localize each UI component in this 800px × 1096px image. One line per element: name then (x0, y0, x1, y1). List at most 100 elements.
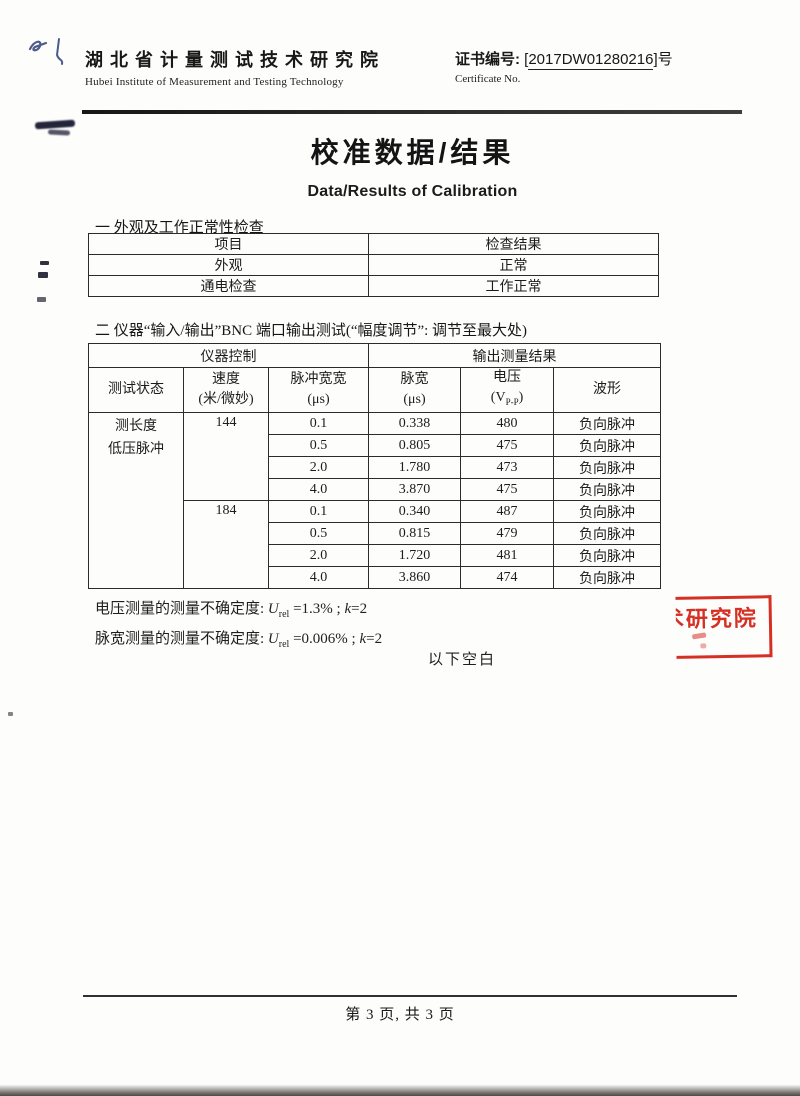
ink-smudge (34, 119, 76, 130)
uncertainty-block: 电压测量的测量不确定度: Urel =1.3% ; k=2 脉宽测量的测量不确定… (95, 597, 382, 657)
table-row: 外观 正常 (88, 254, 659, 276)
cell-pulse-set: 2.0 (267, 544, 370, 567)
cell-pulse-set: 4.0 (267, 478, 370, 501)
cell-waveform: 负向脉冲 (553, 544, 662, 567)
cell-speed: 184 (183, 500, 269, 589)
col-header-pulse-width-set: 脉冲宽宽 (μs) (267, 367, 370, 413)
cell-pulse-measured: 0.815 (368, 522, 462, 545)
cell-pulse-set: 0.5 (267, 522, 370, 545)
document-title-block: 校准数据/结果 Data/Results of Calibration (85, 131, 740, 201)
voltage-uncertainty-line: 电压测量的测量不确定度: Urel =1.3% ; k=2 (95, 601, 368, 620)
u-symbol: U (267, 631, 279, 647)
k-symbol: k (359, 631, 367, 647)
table-row: 4.0 3.860 474 负向脉冲 (89, 566, 662, 589)
table-row: 0.5 0.805 475 负向脉冲 (89, 434, 662, 457)
cell-voltage: 487 (460, 500, 555, 523)
cell-item: 通电检查 (88, 275, 369, 297)
cell-pulse-measured: 0.338 (368, 412, 462, 435)
table-row: 测长度 低压脉冲 144 0.1 0.338 480 负向脉冲 (88, 412, 662, 589)
cell-voltage: 479 (460, 522, 555, 545)
col-header-waveform: 波形 (553, 367, 662, 413)
group-header-row: 仪器控制 输出测量结果 (87, 343, 662, 368)
cell-item: 外观 (88, 254, 369, 276)
header-certificate: 证书编号: [2017DW01280216]号 Certificate No. (455, 48, 673, 85)
col-header-result: 检查结果 (368, 233, 659, 255)
col-header-test-state: 测试状态 (88, 367, 184, 413)
ink-smudge (47, 129, 71, 136)
group-header-output-results: 输出测量结果 (368, 343, 662, 368)
cell-result: 正常 (368, 254, 659, 276)
cell-pulse-measured: 1.720 (368, 544, 462, 567)
stamp-faded-mark (691, 632, 707, 640)
cell-pulse-set: 0.1 (267, 500, 370, 523)
scan-edge-shadow (0, 1085, 800, 1096)
scan-speck (38, 272, 48, 278)
col-header-pulse-width: 脉宽 (μs) (368, 367, 462, 413)
certificate-number: 2017DW01280216 (528, 51, 654, 70)
cell-speed: 144 (183, 412, 269, 501)
header-institute: 湖北省计量测试技术研究院 Hubei Institute of Measurem… (85, 46, 385, 88)
cell-waveform: 负向脉冲 (553, 500, 662, 523)
cell-pulse-set: 0.5 (267, 434, 370, 457)
cell-pulse-measured: 0.340 (368, 500, 462, 523)
k-symbol: k (344, 601, 352, 617)
cell-voltage: 481 (460, 544, 555, 567)
certificate-bracket-open: [ (524, 51, 529, 68)
table-row: 通电检查 工作正常 (88, 275, 659, 297)
certificate-label-en: Certificate No. (455, 73, 521, 85)
institute-name-en: Hubei Institute of Measurement and Testi… (85, 76, 344, 88)
cell-voltage: 475 (460, 478, 555, 501)
col-header-item: 项目 (88, 233, 369, 255)
cell-pulse-set: 2.0 (267, 456, 370, 479)
header-divider-line (82, 110, 742, 114)
certificate-bracket-close: ]号 (653, 51, 673, 68)
cell-pulse-set: 4.0 (267, 566, 370, 589)
col-header-voltage: 电压 (VP-P) (460, 367, 555, 413)
scan-speck (8, 712, 13, 716)
below-blank-note: 以下空白 (428, 652, 497, 668)
page-title-cn: 校准数据/结果 (310, 137, 515, 168)
col-header-speed: 速度 (米/微妙) (183, 367, 269, 413)
cell-voltage: 475 (460, 434, 555, 457)
scan-speck (40, 261, 49, 265)
cell-pulse-set: 0.1 (267, 412, 370, 435)
official-red-stamp: 术研究院 (675, 595, 773, 659)
u-symbol: U (267, 601, 279, 617)
section1-heading: 一 外观及工作正常性检查 (95, 220, 264, 236)
pulsewidth-uncertainty-line: 脉宽测量的测量不确定度: Urel =0.006% ; k=2 (95, 631, 383, 650)
cell-pulse-measured: 1.780 (368, 456, 462, 479)
column-header-row: 测试状态 速度 (米/微妙) 脉冲宽宽 (μs) 脉宽 (μs) 电压 (VP-… (88, 367, 662, 413)
cell-waveform: 负向脉冲 (553, 522, 662, 545)
bnc-output-test-table: 仪器控制 输出测量结果 测试状态 速度 (米/微妙) 脉冲宽宽 (μs) 脉宽 … (87, 343, 662, 589)
table-row: 184 0.1 0.340 487 负向脉冲 (89, 500, 662, 589)
cell-waveform: 负向脉冲 (553, 478, 662, 501)
cell-waveform: 负向脉冲 (553, 412, 662, 435)
cell-pulse-measured: 3.860 (368, 566, 462, 589)
section2-heading: 二 仪器“输入/输出”BNC 端口输出测试(“幅度调节”: 调节至最大处) (95, 323, 528, 339)
cell-test-state: 测长度 低压脉冲 (88, 412, 184, 589)
page-title-en: Data/Results of Calibration (307, 183, 518, 200)
cell-voltage: 474 (460, 566, 555, 589)
group-header-instrument-control: 仪器控制 (87, 343, 370, 368)
institute-name-cn: 湖北省计量测试技术研究院 (85, 50, 385, 70)
cell-voltage: 480 (460, 412, 555, 435)
certificate-label-cn: 证书编号: (455, 51, 525, 68)
cell-pulse-measured: 3.870 (368, 478, 462, 501)
cell-waveform: 负向脉冲 (553, 434, 662, 457)
scan-speck (37, 297, 46, 302)
appearance-check-table: 项目 检查结果 外观 正常 通电检查 工作正常 (88, 233, 659, 297)
page-number: 第 3 页, 共 3 页 (345, 1007, 455, 1023)
handwritten-mark (26, 33, 74, 88)
cell-waveform: 负向脉冲 (553, 566, 662, 589)
cell-waveform: 负向脉冲 (553, 456, 662, 479)
stamp-text: 术研究院 (675, 605, 759, 633)
certificate-number-line: 证书编号: [2017DW01280216]号 (455, 48, 673, 70)
cell-voltage: 473 (460, 456, 555, 479)
table-row: 2.0 1.720 481 负向脉冲 (89, 544, 662, 567)
cell-result: 工作正常 (368, 275, 659, 297)
table-header-row: 项目 检查结果 (88, 233, 659, 255)
stamp-faded-mark (700, 643, 707, 649)
footer-divider-line (83, 995, 737, 997)
table-row: 2.0 1.780 473 负向脉冲 (89, 456, 662, 479)
